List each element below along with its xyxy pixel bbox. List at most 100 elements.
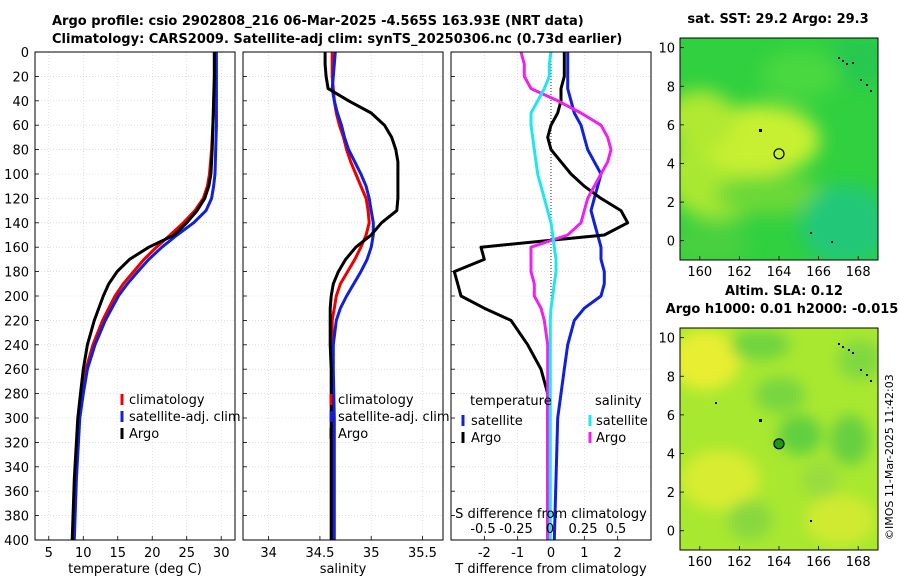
sla-coastline	[715, 343, 872, 522]
x-tick-label: 2	[614, 546, 622, 561]
legend-heading-temperature: temperature	[470, 394, 552, 409]
figure-title-line2: Climatology: CARS2009. Satellite-adj cli…	[52, 32, 623, 47]
map-x-tick-label: 166	[806, 265, 831, 280]
y-tick-label: 120	[4, 192, 29, 207]
difference-frame	[450, 51, 652, 541]
x-tick-label: 34	[260, 546, 277, 561]
x-tick-label: 35.5	[408, 546, 437, 561]
x-tick-label: 10	[75, 546, 92, 561]
series-line-salinity_diff	[519, 51, 613, 540]
x-tick-label: -1	[511, 546, 524, 561]
y-tick-label: 180	[4, 266, 29, 281]
figure-title-line1: Argo profile: csio 2902808_216 06-Mar-20…	[52, 14, 584, 29]
legend-label: Argo	[338, 427, 368, 442]
y-tick-label: 280	[4, 388, 29, 403]
x2-axis-label: S difference from climatology	[455, 507, 647, 522]
y-tick-label: 160	[4, 241, 29, 256]
legend-label: climatology	[338, 393, 414, 408]
y-tick-label: 40	[12, 95, 29, 110]
series-line-argo	[323, 52, 400, 540]
sst-map-field	[680, 38, 878, 260]
x2-tick-label: -0.5	[470, 522, 495, 537]
y-tick-label: 340	[4, 461, 29, 476]
map-y-tick-label: 0	[667, 235, 675, 250]
sla-map-field	[680, 330, 878, 545]
map-y-tick-label: 6	[667, 409, 675, 424]
series-line-argo	[70, 52, 216, 541]
legend-label: satellite	[471, 414, 523, 429]
map-y-tick-label: 2	[667, 486, 675, 501]
map-y-tick-label: 10	[658, 42, 675, 57]
y-tick-label: 0	[21, 46, 29, 61]
legend-label: satellite-adj. clim	[129, 410, 241, 425]
series-line-argo	[452, 52, 630, 540]
sst-map-axes: 160 162 164 166 168 0 2 4 6 8 10	[658, 42, 870, 280]
imos-watermark: ©IMOS 11-Mar-2025 11:42:03	[883, 374, 896, 540]
x-tick-label: 34.5	[305, 546, 334, 561]
y-tick-label: 320	[4, 436, 29, 451]
map-y-tick-label: 4	[667, 157, 675, 172]
y-tick-label: 140	[4, 217, 29, 232]
sst-coastline	[759, 57, 872, 243]
x-axis-label: T difference from climatology	[454, 562, 647, 577]
x-axis-label: salinity	[320, 562, 367, 577]
map-x-tick-label: 162	[727, 555, 752, 570]
map-x-tick-label: 160	[687, 555, 712, 570]
x-tick-label: 30	[213, 546, 230, 561]
sla-float-marker	[773, 438, 785, 450]
legend-label: Argo	[471, 431, 501, 446]
y-tick-label: 60	[12, 119, 29, 134]
x2-tick-label: 0.5	[606, 522, 627, 537]
y-tick-label: 220	[4, 314, 29, 329]
x-axis-label: temperature (deg C)	[68, 562, 202, 577]
y-tick-label: 360	[4, 485, 29, 500]
map-y-tick-label: 4	[667, 447, 675, 462]
sst-map-title: sat. SST: 29.2 Argo: 29.3	[687, 12, 868, 27]
temperature-frame	[34, 51, 236, 541]
y-tick-label: 260	[4, 363, 29, 378]
sla-map-title2: Argo h1000: 0.01 h2000: -0.015	[666, 302, 899, 317]
x2-tick-label: 0	[546, 522, 554, 537]
y-tick-label: 240	[4, 339, 29, 354]
sla-map-axes: 160 162 164 166 168 0 2 4 6 8 10	[658, 332, 870, 570]
x-tick-label: 1	[580, 546, 588, 561]
y-tick-label: 80	[12, 144, 29, 159]
map-x-tick-label: 164	[767, 265, 792, 280]
sst-map-panel: sat. SST: 29.2 Argo: 29.3 160 162 164 166 16…	[658, 12, 879, 280]
x-tick-label: -2	[478, 546, 491, 561]
sla-map-panel: Altim. SLA: 0.12 Argo h1000: 0.01 h2000:…	[658, 284, 898, 570]
salinity-panel: 34 34.5 35 35.5 salinity climatology satellite…	[242, 51, 450, 577]
map-x-tick-label: 168	[846, 265, 871, 280]
x-tick-label: 35	[363, 546, 380, 561]
x-tick-label: 25	[178, 546, 195, 561]
legend-label: satellite	[596, 414, 648, 429]
sla-map-title1: Altim. SLA: 0.12	[725, 284, 843, 299]
map-x-tick-label: 164	[767, 555, 792, 570]
map-y-tick-label: 6	[667, 119, 675, 134]
series-line-satellite	[330, 51, 375, 540]
x-tick-label: 15	[109, 546, 126, 561]
map-y-tick-label: 8	[667, 80, 675, 95]
y-tick-label: 380	[4, 510, 29, 525]
y-tick-label: 300	[4, 412, 29, 427]
y-tick-label: 20	[12, 70, 29, 85]
map-x-tick-label: 162	[727, 265, 752, 280]
salinity-frame	[242, 51, 444, 541]
map-x-tick-label: 166	[806, 555, 831, 570]
y-tick-label: 100	[4, 168, 29, 183]
y-tick-label: 200	[4, 290, 29, 305]
x-tick-label: 20	[144, 546, 161, 561]
map-x-tick-label: 160	[687, 265, 712, 280]
x2-tick-label: -0.25	[499, 522, 533, 537]
legend-label: Argo	[596, 431, 626, 446]
series-line-salinity_sat	[529, 51, 558, 540]
difference-panel: -2 -1 0 1 2T difference from climatology temp…	[450, 51, 652, 577]
x2-tick-label: 0.25	[569, 522, 598, 537]
map-y-tick-label: 0	[667, 525, 675, 540]
map-x-tick-label: 168	[846, 555, 871, 570]
map-y-tick-label: 8	[667, 370, 675, 385]
legend-label: satellite-adj. clim	[338, 410, 450, 425]
legend-label: climatology	[129, 393, 205, 408]
temperature-panel: 0 20 40 60 80 100 120 140 160 180 200 220 240 260 280 3…	[4, 46, 240, 577]
